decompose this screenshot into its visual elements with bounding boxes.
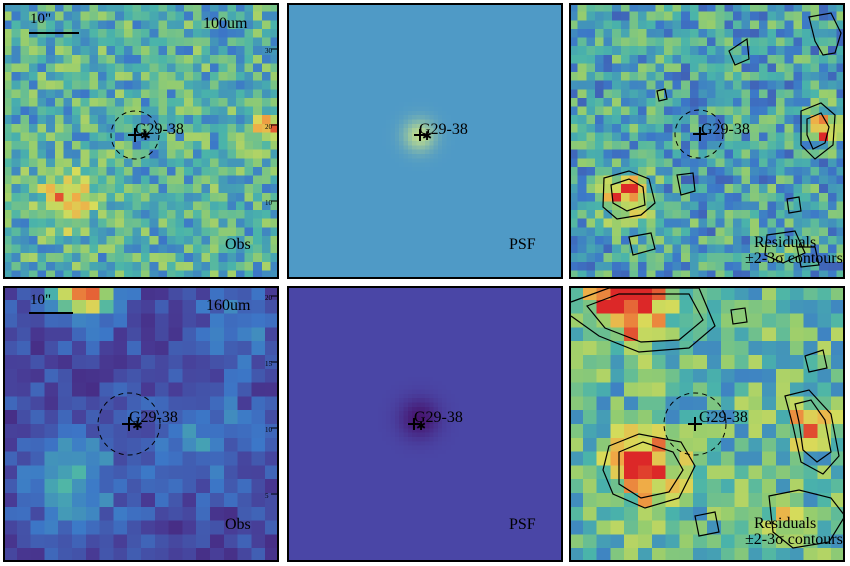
axis-tick: 20 (265, 123, 272, 131)
source-label: G29-38 (135, 121, 184, 138)
contours-label: ±2-3σ contours (745, 531, 843, 548)
star-marker: ✱ (132, 418, 143, 433)
axis-tick: 5 (265, 492, 269, 500)
aperture-circle (674, 109, 724, 159)
heatmap-100um-psf (287, 3, 563, 279)
panel-label: Obs (225, 516, 251, 533)
overlay-160um-psf: ✱ (408, 418, 426, 433)
source-label: G29-38 (699, 409, 748, 426)
heatmap-160um-psf (287, 286, 563, 562)
panel-label: PSF (509, 516, 536, 533)
panel-label: PSF (509, 236, 536, 253)
band-label: 100um (203, 15, 248, 32)
heatmap-160um-obs (3, 286, 279, 562)
source-label: G29-38 (414, 409, 463, 426)
overlay-100um-obs: ✱ (29, 32, 279, 202)
scale-bar-label: 10" (30, 292, 52, 308)
heatmap-100um-residual (569, 3, 845, 279)
axis-tick: 30 (265, 47, 272, 55)
overlay-160um-obs: ✱ (29, 295, 279, 495)
axis-tick: 10 (265, 199, 272, 207)
source-label: G29-38 (419, 121, 468, 138)
axis-tick: 15 (265, 360, 272, 368)
star-marker: ✱ (422, 129, 432, 143)
source-label: G29-38 (701, 121, 750, 138)
star-marker: ✱ (416, 419, 426, 433)
panel-100um-psf: ✱ G29-38 PSF (287, 3, 563, 279)
contours-160um-residual (570, 287, 845, 549)
panel-label: Obs (225, 236, 251, 253)
panel-100um-obs: ✱ 10" 100um G29-38 Obs 30 20 10 (3, 3, 279, 279)
aperture-circle (110, 110, 160, 160)
axis-tick: 10 (265, 426, 272, 434)
residuals-label: Residuals (754, 515, 817, 532)
panel-160um-psf: ✱ G29-38 PSF (287, 286, 563, 562)
panel-160um-obs: ✱ 10" 160um G29-38 Obs 20 15 10 5 (3, 286, 279, 562)
contours-label: ±2-3σ contours (745, 250, 843, 267)
source-label: G29-38 (129, 409, 178, 426)
heatmap-100um-obs (3, 3, 279, 279)
contours-100um-residual (602, 12, 842, 268)
axis-tick: 20 (265, 294, 272, 302)
panel-100um-residual: G29-38 Residuals ±2-3σ contours (569, 3, 845, 279)
band-label: 160um (206, 297, 251, 314)
star-marker: ✱ (140, 128, 151, 143)
scale-bar-label: 10" (30, 11, 52, 27)
aperture-circle (663, 392, 727, 456)
panel-160um-residual: G29-38 Residuals ±2-3σ contours (569, 286, 845, 562)
aperture-circle (97, 392, 161, 456)
residuals-label: Residuals (754, 234, 817, 251)
overlay-100um-psf: ✱ (414, 129, 432, 143)
